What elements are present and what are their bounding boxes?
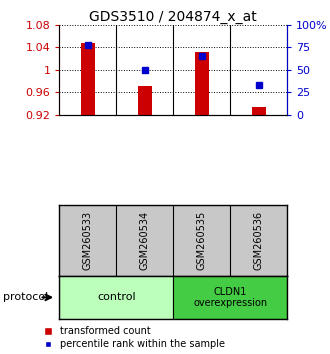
- Text: GSM260533: GSM260533: [83, 211, 93, 270]
- Bar: [173, 276, 287, 319]
- Text: GSM260536: GSM260536: [254, 211, 264, 270]
- Text: GSM260535: GSM260535: [197, 211, 207, 270]
- Bar: [251, 107, 266, 115]
- Text: protocol: protocol: [3, 292, 49, 302]
- Legend: transformed count, percentile rank within the sample: transformed count, percentile rank withi…: [38, 326, 225, 349]
- Title: GDS3510 / 204874_x_at: GDS3510 / 204874_x_at: [89, 10, 257, 24]
- Bar: [59, 276, 173, 319]
- Bar: [195, 52, 209, 115]
- Text: control: control: [97, 292, 136, 302]
- Bar: [81, 44, 95, 115]
- Text: CLDN1
overexpression: CLDN1 overexpression: [193, 286, 267, 308]
- Bar: [138, 86, 152, 115]
- Text: GSM260534: GSM260534: [140, 211, 150, 270]
